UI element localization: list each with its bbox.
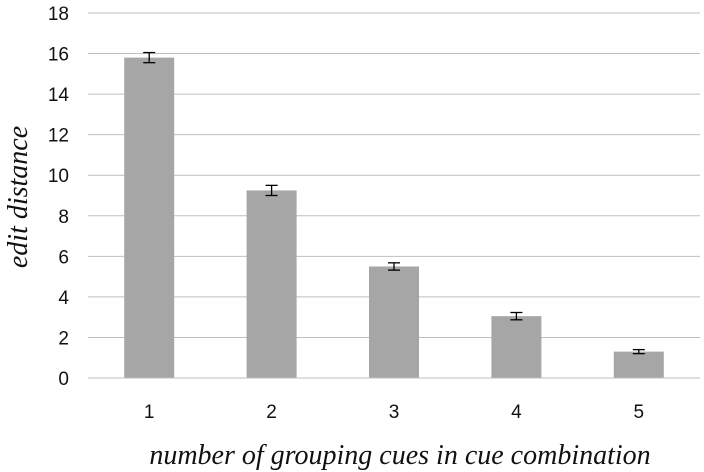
- x-tick-label: 1: [144, 402, 155, 423]
- error-bar-4: [510, 311, 523, 321]
- x-tick-label: 3: [389, 402, 400, 423]
- x-axis-tick-labels: 1 2 3 4 5: [144, 402, 644, 423]
- y-tick-label: 2: [58, 328, 69, 349]
- y-tick-label: 10: [48, 166, 69, 187]
- bar-3: [369, 266, 419, 378]
- y-axis-tick-labels: 0 2 4 6 8 10 12 14 16 18: [48, 4, 70, 390]
- y-tick-label: 8: [58, 207, 69, 228]
- error-bar-5: [632, 348, 645, 355]
- y-tick-label: 14: [48, 85, 70, 106]
- bar-1: [124, 57, 175, 378]
- y-tick-label: 18: [48, 4, 69, 25]
- y-tick-label: 16: [48, 45, 69, 66]
- y-axis-title: edit distance: [3, 126, 34, 268]
- error-bar-2: [265, 184, 278, 197]
- y-tick-label: 0: [58, 369, 69, 390]
- bar-4: [491, 316, 542, 378]
- y-tick-label: 4: [58, 288, 69, 309]
- error-bars: [143, 51, 645, 355]
- y-tick-label: 6: [58, 247, 69, 268]
- x-tick-label: 2: [266, 402, 277, 423]
- x-tick-label: 5: [634, 402, 645, 423]
- error-bar-3: [388, 262, 400, 271]
- x-axis-title: number of grouping cues in cue combinati…: [149, 440, 650, 471]
- x-tick-label: 4: [511, 402, 522, 423]
- error-bar-1: [143, 51, 156, 64]
- bar-5: [613, 351, 664, 378]
- bar-2: [246, 190, 297, 378]
- gridlines: [88, 12, 700, 338]
- bars: [124, 57, 664, 378]
- y-tick-label: 12: [48, 126, 69, 147]
